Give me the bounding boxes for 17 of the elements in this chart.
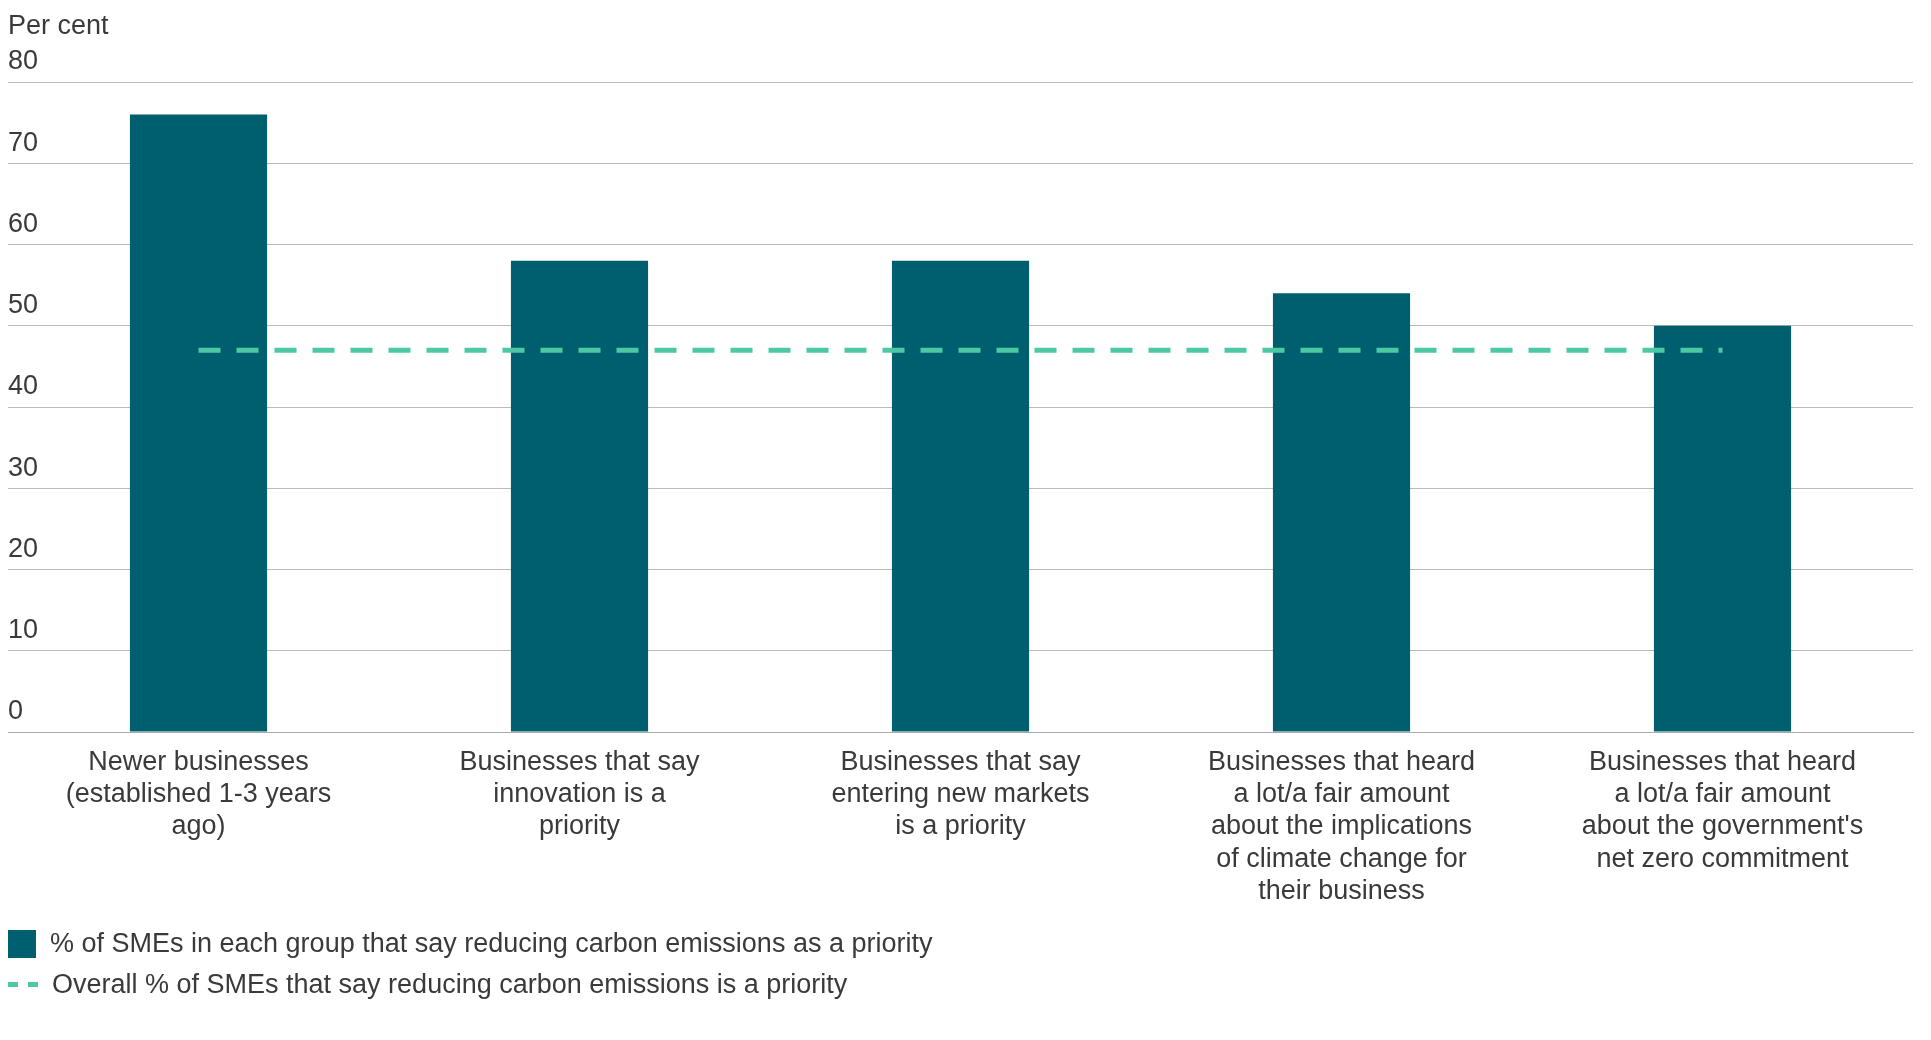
y-tick-label: 80 <box>8 45 39 76</box>
legend-label: Overall % of SMEs that say reducing carbon emissions is a priority <box>52 969 848 1000</box>
y-tick-label: 0 <box>8 695 24 726</box>
x-tick-label: Businesses that heard a lot/a fair amount about the government's net zero commitment <box>1581 745 1864 873</box>
y-tick-label: 50 <box>8 289 39 320</box>
y-tick-label: 70 <box>8 126 39 157</box>
y-tick-label: 20 <box>8 532 39 563</box>
x-tick-label: Businesses that heard a lot/a fair amount about the implications of climate change for their business <box>1207 745 1476 906</box>
y-tick-label: 30 <box>8 451 39 482</box>
y-tick-label: 10 <box>8 614 39 645</box>
x-tick-label: Businesses that say innovation is a priority <box>459 745 701 841</box>
y-axis-title: Per cent <box>8 9 110 42</box>
y-tick-label: 60 <box>8 207 39 238</box>
y-tick-label: 40 <box>8 370 39 401</box>
legend-label: % of SMEs in each group that say reducing carbon emissions as a priority <box>50 928 933 959</box>
x-tick-label: Businesses that say entering new markets is a priority <box>831 745 1090 841</box>
x-tick-label: Newer businesses (established 1-3 years ago) <box>65 745 332 841</box>
